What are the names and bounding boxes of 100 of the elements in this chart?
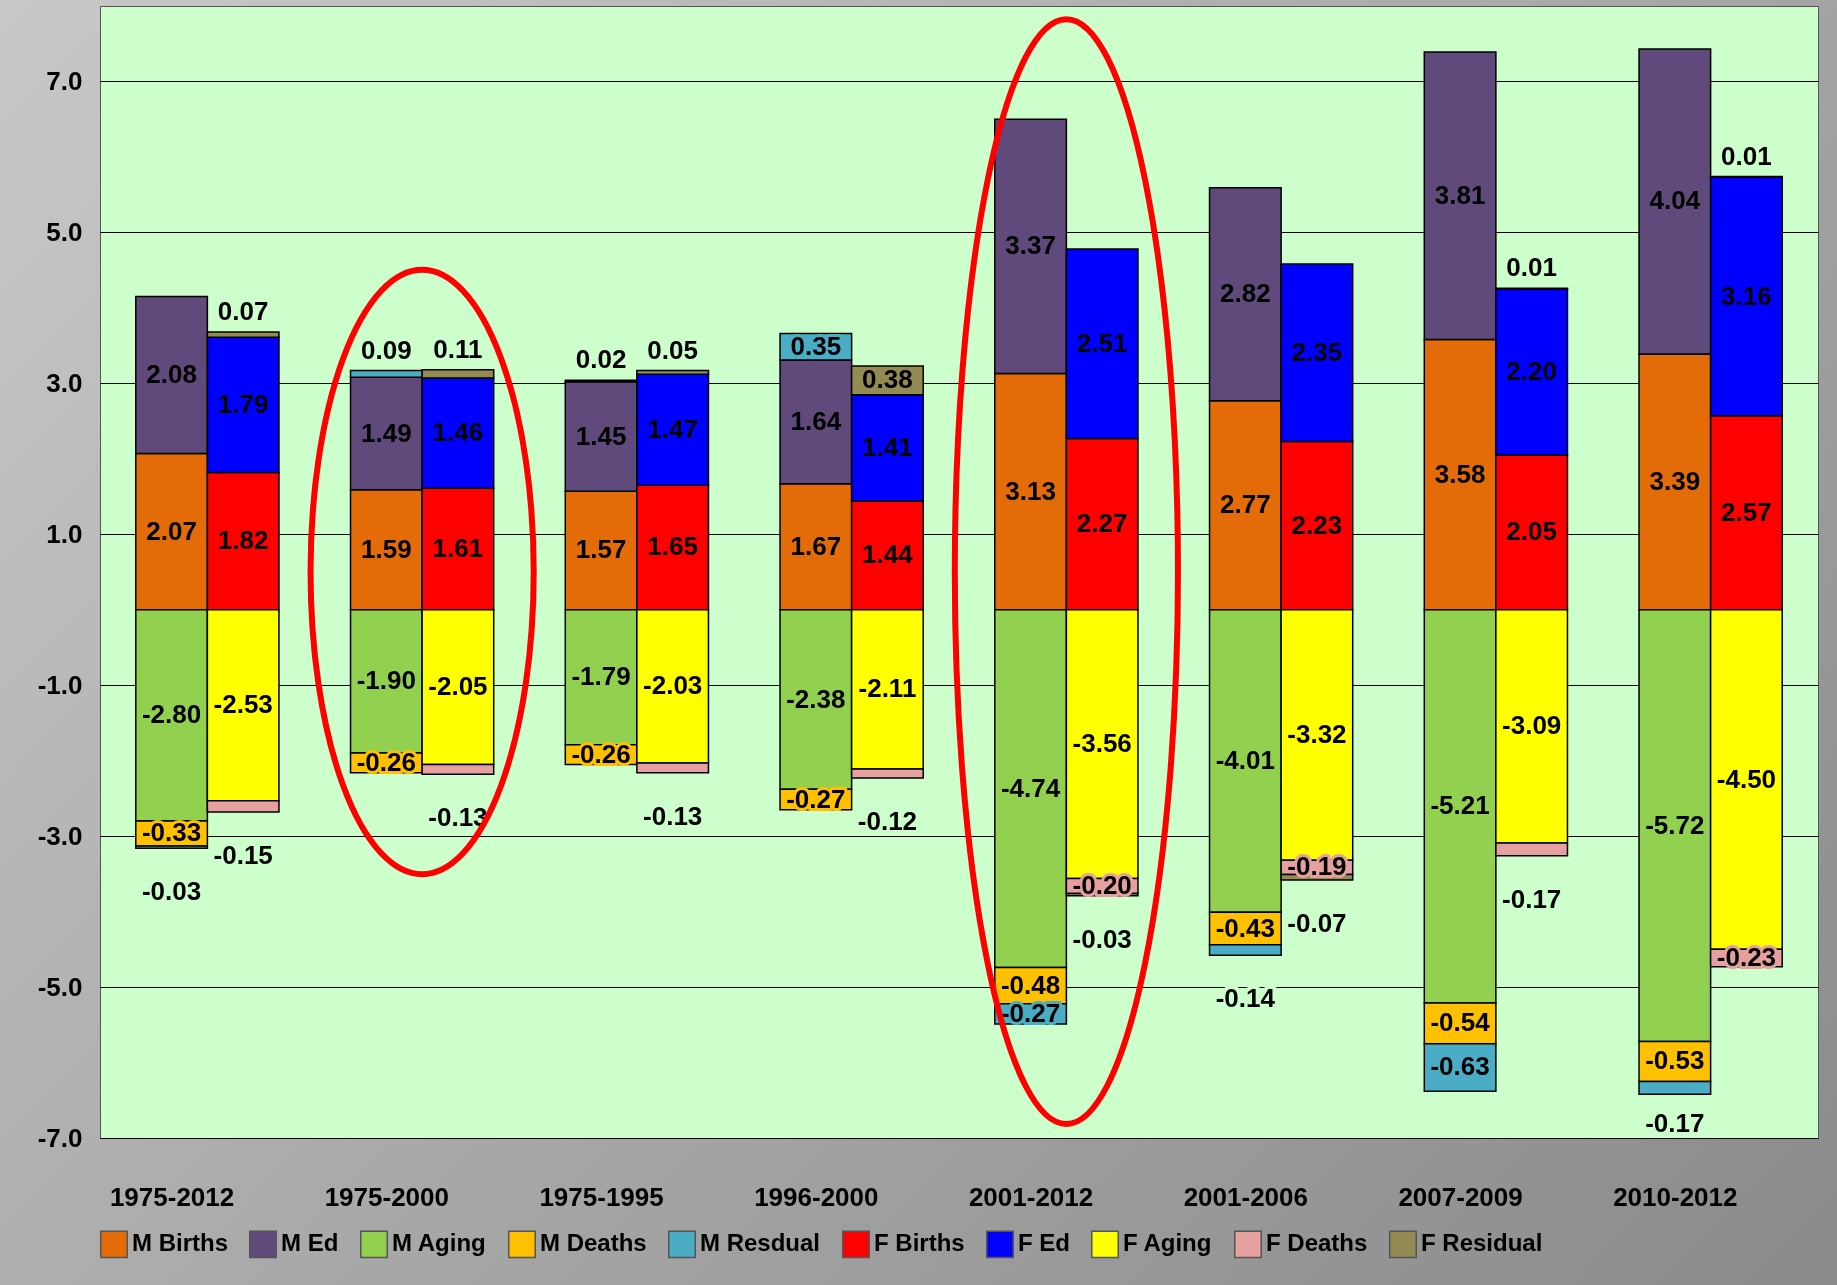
- data-label: -0.03: [141, 876, 202, 907]
- legend-label: M Aging: [392, 1229, 486, 1257]
- data-label: -0.63: [1430, 1051, 1490, 1082]
- data-label: 1.41: [862, 431, 913, 462]
- data-label: -0.15: [213, 839, 273, 870]
- data-label: -0.13: [643, 800, 703, 831]
- y-tick-label: -5.0: [37, 971, 83, 1002]
- data-label: 1.64: [790, 405, 842, 436]
- data-label: -0.26: [356, 746, 416, 777]
- data-label: 1.59: [361, 533, 412, 564]
- y-tick-label: 7.0: [46, 65, 83, 96]
- data-label: 0.01: [1506, 252, 1557, 283]
- data-label: -2.38: [786, 683, 846, 714]
- legend-label: F Births: [874, 1229, 965, 1257]
- data-label: -3.09: [1502, 710, 1562, 741]
- data-label: 1.47: [647, 413, 698, 444]
- data-label: -0.27: [1000, 997, 1061, 1028]
- data-label: 3.81: [1434, 179, 1486, 210]
- data-label: 1.57: [575, 534, 627, 565]
- data-label: -0.43: [1215, 912, 1275, 943]
- x-tick-label: 2001-2012: [968, 1181, 1094, 1212]
- legend-label: F Ed: [1018, 1229, 1070, 1257]
- data-label: -1.90: [356, 665, 416, 696]
- data-label: -0.33: [141, 817, 202, 848]
- legend-label: M Deaths: [540, 1229, 647, 1257]
- x-tick-label: 2001-2006: [1183, 1181, 1309, 1212]
- data-label: -0.17: [1645, 1108, 1705, 1139]
- data-label: 2.82: [1220, 278, 1271, 309]
- data-label: 0.02: [575, 344, 627, 375]
- data-label: -0.14: [1215, 983, 1276, 1014]
- data-label: -1.79: [571, 661, 631, 692]
- data-label: -0.54: [1430, 1007, 1491, 1038]
- y-tick-label: -7.0: [37, 1122, 83, 1153]
- data-label: -0.27: [786, 783, 846, 814]
- legend-label: F Aging: [1123, 1229, 1212, 1257]
- x-tick-label: 2010-2012: [1613, 1181, 1738, 1212]
- data-label: -2.11: [858, 673, 917, 704]
- data-label: 1.49: [361, 417, 412, 448]
- data-label: 0.05: [647, 334, 698, 365]
- data-label: -3.32: [1287, 719, 1347, 750]
- data-label: 1.82: [217, 525, 269, 556]
- data-label: 2.27: [1076, 508, 1128, 539]
- data-label: 2.20: [1506, 356, 1557, 387]
- data-label: 2.05: [1506, 516, 1557, 547]
- data-label: -0.12: [857, 806, 918, 837]
- data-label: 0.09: [361, 334, 412, 365]
- x-tick-label: 1975-2012: [109, 1181, 235, 1212]
- data-label: 2.57: [1721, 496, 1772, 527]
- data-label: 2.23: [1291, 509, 1343, 540]
- legend-label: F Deaths: [1266, 1229, 1368, 1257]
- data-label: 2.35: [1291, 336, 1343, 367]
- data-label: 0.01: [1721, 140, 1772, 171]
- data-label: 1.44: [862, 539, 914, 570]
- data-label: 0.35: [790, 330, 842, 361]
- legend-label: M Resdual: [700, 1229, 821, 1257]
- y-tick-label: 3.0: [46, 367, 83, 398]
- data-label: 2.08: [146, 359, 197, 390]
- data-label: 3.39: [1649, 465, 1701, 496]
- data-label: 2.77: [1220, 489, 1271, 520]
- data-label: 2.51: [1076, 327, 1128, 358]
- data-label: 3.37: [1005, 230, 1056, 261]
- data-label: 1.45: [575, 420, 627, 451]
- data-label: -3.56: [1072, 728, 1132, 759]
- data-label: 1.65: [647, 531, 698, 562]
- data-label: 4.04: [1649, 185, 1701, 216]
- data-label: 0.11: [433, 333, 483, 364]
- y-tick-label: 1.0: [46, 518, 83, 549]
- data-label: -2.80: [141, 699, 202, 730]
- data-label: -0.23: [1716, 942, 1777, 973]
- data-label: 1.61: [432, 532, 484, 563]
- x-tick-label: 2007-2009: [1398, 1181, 1523, 1212]
- data-label: 2.07: [146, 515, 197, 546]
- legend-label: M Ed: [281, 1229, 339, 1257]
- data-label: 1.67: [790, 530, 842, 561]
- data-label: -0.07: [1287, 907, 1347, 938]
- data-label: -2.03: [643, 670, 703, 701]
- y-tick-label: 5.0: [46, 216, 83, 247]
- data-label: 3.13: [1005, 475, 1056, 506]
- data-label: -5.21: [1430, 790, 1490, 821]
- data-label: 1.46: [432, 417, 484, 448]
- data-label: 0.07: [217, 296, 269, 327]
- data-label: -2.05: [428, 671, 488, 702]
- data-label: 0.38: [862, 364, 913, 395]
- y-tick-label: -3.0: [37, 820, 83, 851]
- data-label: -4.74: [1000, 772, 1061, 803]
- x-tick-label: 1996-2000: [754, 1181, 879, 1212]
- x-tick-label: 1975-1995: [539, 1181, 664, 1212]
- data-label: -2.53: [213, 689, 273, 720]
- legend-label: M Births: [132, 1229, 228, 1257]
- data-label: 1.79: [217, 388, 269, 419]
- data-label: -0.53: [1645, 1045, 1705, 1076]
- data-label: -4.50: [1716, 763, 1777, 794]
- data-label: 3.58: [1434, 458, 1486, 489]
- data-label: -5.72: [1645, 809, 1705, 840]
- data-label: -4.01: [1215, 745, 1275, 776]
- data-label: -0.48: [1000, 969, 1061, 1000]
- y-tick-label: -1.0: [37, 669, 83, 700]
- data-label: 3.16: [1721, 280, 1772, 311]
- data-label: -0.03: [1072, 923, 1132, 954]
- data-label: -0.26: [571, 738, 631, 769]
